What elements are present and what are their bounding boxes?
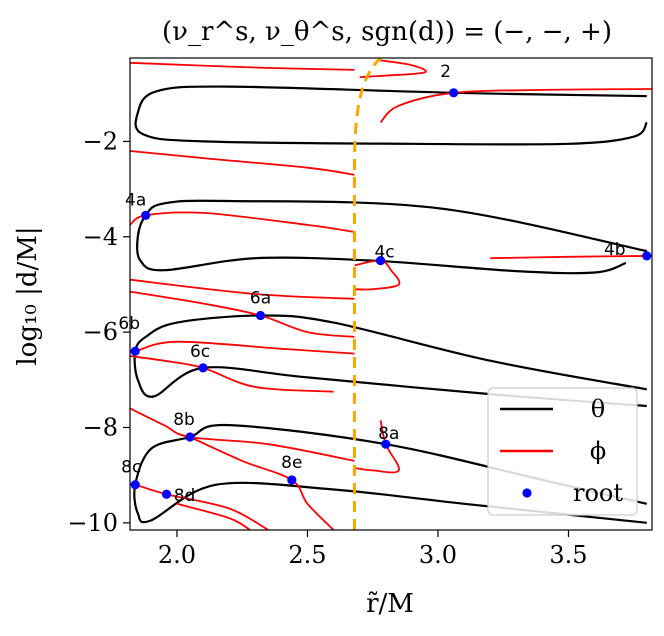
legend-label: θ [591,395,605,423]
root-label-4a: 4a [125,190,146,210]
phi-curve-lower [176,502,251,530]
phi-curve-root-6c [130,355,334,393]
y-axis-label: log₁₀ |d/M| [13,226,43,365]
legend-label: root [573,479,623,507]
phi-curve-root-2 [379,88,652,124]
x-tick-label: 3.5 [549,541,587,569]
root-label-8c: 8c [121,458,141,478]
legend-marker [522,488,532,498]
theta-loop-2 [136,199,648,275]
root-label-8e: 8e [281,453,302,473]
y-tick-label: −2 [83,127,118,155]
root-8a [381,439,391,449]
phi-curve-top-left [130,61,355,71]
plot-frame [129,57,653,531]
x-tick-label: 2.0 [158,541,196,569]
dashed-boundary [352,58,382,530]
legend-box [487,387,638,516]
y-tick-label: −10 [67,509,118,537]
root-6c [198,363,208,373]
phi-curve-mid-left [130,278,355,300]
legend-label: ϕ [590,437,606,465]
root-8e [287,475,297,485]
theta-loop-1 [134,85,648,146]
root-2 [449,88,459,98]
chart-title: (ν_r^s, ν_θ^s, sgn(d)) = (−, −, +) [162,17,612,47]
root-8c [130,480,140,490]
root-8d [161,489,172,499]
x-tick-label: 3.0 [419,541,457,569]
root-label-4b: 4b [604,240,626,260]
root-6a [255,310,266,321]
y-tick-label: −6 [83,318,118,346]
phi-curve-root-4a [130,211,355,233]
phi-curve-root-6b [130,340,355,355]
phi-curve-root-8a [354,420,400,474]
phi-curve-top-hook [359,59,427,78]
root-label-8d: 8d [174,486,196,506]
root-label-6b: 6b [118,314,140,334]
phi-curve-root-4c [354,259,401,291]
root-8b [185,432,195,442]
root-label-4c: 4c [374,243,394,263]
root-4b [642,251,652,261]
x-tick-label: 2.5 [288,541,326,569]
root-label-8a: 8a [378,424,399,444]
x-axis-label: r̃/M [366,589,414,619]
phi-curve-left-2 [130,150,355,176]
root-label-6c: 6c [190,342,210,362]
root-4c [375,256,386,266]
legend: θϕ root [487,387,638,516]
root-label-6a: 6a [250,288,271,308]
phi-curve-root-4b [490,255,652,260]
root-label-8b: 8b [173,410,195,430]
root-4a [141,210,151,220]
root-6b [130,346,140,356]
y-tick-label: −4 [83,223,118,251]
y-tick-label: −8 [83,413,118,441]
root-label-2: 2 [440,62,451,82]
